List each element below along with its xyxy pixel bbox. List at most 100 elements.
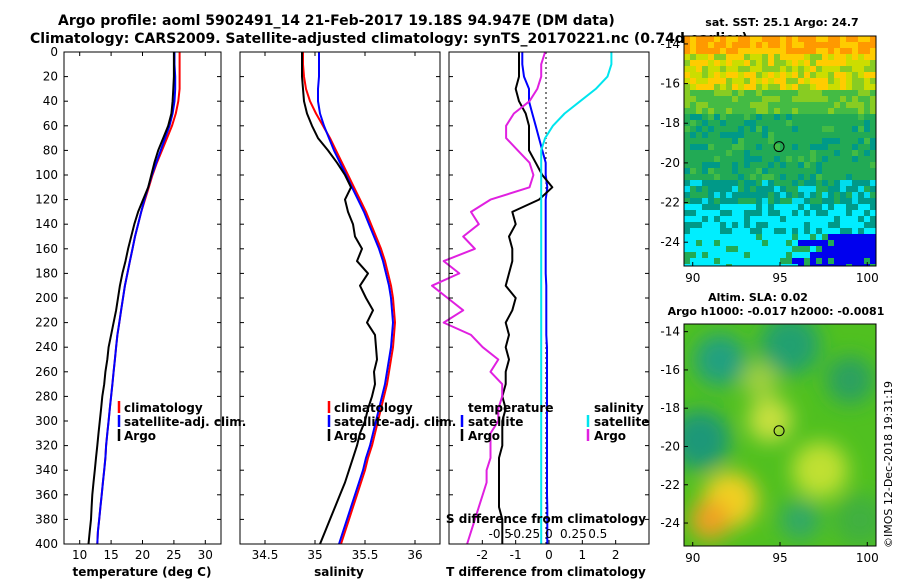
sst-cell: [750, 108, 756, 114]
sst-cell: [744, 108, 750, 114]
sst-cell: [858, 72, 864, 78]
sst-cell: [774, 168, 780, 174]
sst-cell: [720, 96, 726, 102]
sst-cell: [780, 252, 786, 258]
sst-cell: [726, 234, 732, 240]
sst-cell: [696, 84, 702, 90]
argo-position-marker: [773, 425, 785, 437]
lon-tick-label: 95: [772, 271, 787, 285]
temperature-xlabel: temperature (deg C): [73, 565, 212, 579]
sla-anomaly-blob: [780, 500, 820, 540]
sst-cell: [738, 192, 744, 198]
sst-cell: [846, 36, 852, 42]
sst-cell: [738, 216, 744, 222]
sst-cell: [852, 84, 858, 90]
sst-cell: [726, 138, 732, 144]
sst-cell: [780, 162, 786, 168]
sst-cell: [870, 174, 876, 180]
sst-cell: [810, 120, 816, 126]
legend-label-argo: Argo: [124, 429, 156, 443]
sst-cell: [792, 48, 798, 54]
sst-cell: [738, 240, 744, 246]
sst-cell: [816, 192, 822, 198]
sst-cell: [804, 144, 810, 150]
sla-anomaly-blob: [742, 362, 778, 398]
sst-cell: [708, 102, 714, 108]
sst-cell: [870, 108, 876, 114]
sst-cell: [786, 102, 792, 108]
sst-cell: [828, 66, 834, 72]
sst-cell: [714, 48, 720, 54]
sst-cell: [822, 54, 828, 60]
sst-cell: [708, 228, 714, 234]
sst-cell: [714, 60, 720, 66]
sst-cell: [864, 138, 870, 144]
sst-cell: [828, 54, 834, 60]
sst-cell: [756, 90, 762, 96]
sst-cell: [744, 216, 750, 222]
sst-cell: [822, 96, 828, 102]
lon-tick-label: 100: [856, 271, 879, 285]
sst-cell: [696, 126, 702, 132]
salinity-legend: climatology satellite-adj. clim. Argo: [327, 401, 456, 443]
sst-cell: [696, 132, 702, 138]
sst-cell: [780, 210, 786, 216]
sst-cell: [702, 156, 708, 162]
sst-cell: [858, 150, 864, 156]
sst-cell: [768, 54, 774, 60]
sst-cell: [780, 246, 786, 252]
sst-cell: [774, 192, 780, 198]
sst-cell: [846, 156, 852, 162]
sst-cell: [828, 234, 834, 240]
sst-cell: [810, 174, 816, 180]
x-tick-label: 15: [103, 548, 118, 562]
sst-cell: [696, 60, 702, 66]
sst-cell: [804, 180, 810, 186]
sst-cell: [726, 54, 732, 60]
sst-cell: [846, 120, 852, 126]
sst-cell: [828, 228, 834, 234]
sst-cell: [858, 216, 864, 222]
sst-cell: [864, 186, 870, 192]
sst-cell: [762, 42, 768, 48]
sst-cell: [720, 222, 726, 228]
sst-cell: [738, 54, 744, 60]
sst-cell: [798, 156, 804, 162]
sst-cell: [756, 252, 762, 258]
sst-cell: [810, 252, 816, 258]
sst-cell: [840, 228, 846, 234]
sst-cell: [690, 222, 696, 228]
depth-tick-label: 120: [35, 193, 58, 207]
sst-cell: [834, 72, 840, 78]
sst-cell: [834, 150, 840, 156]
sst-cell: [828, 264, 834, 266]
sst-cell: [816, 96, 822, 102]
sst-cell: [846, 168, 852, 174]
sst-cell: [840, 156, 846, 162]
sst-cell: [780, 234, 786, 240]
sst-cell: [702, 48, 708, 54]
sst-cell: [702, 222, 708, 228]
sst-cell: [828, 156, 834, 162]
sst-cell: [690, 162, 696, 168]
sst-cell: [762, 150, 768, 156]
sst-cell: [696, 66, 702, 72]
sst-cell: [690, 210, 696, 216]
sst-cell: [792, 114, 798, 120]
sst-cell: [804, 228, 810, 234]
sst-cell: [846, 264, 852, 266]
sst-cell: [870, 240, 876, 246]
sst-cell: [750, 132, 756, 138]
sst-cell: [852, 168, 858, 174]
sst-cell: [708, 114, 714, 120]
depth-tick-label: 220: [35, 316, 58, 330]
sst-cell: [810, 204, 816, 210]
sst-cell: [828, 138, 834, 144]
sst-cell: [708, 60, 714, 66]
sst-cell: [792, 234, 798, 240]
sst-cell: [738, 126, 744, 132]
sst-cell: [780, 66, 786, 72]
sst-cell: [834, 84, 840, 90]
sst-cell: [792, 102, 798, 108]
sst-cell: [702, 264, 708, 266]
